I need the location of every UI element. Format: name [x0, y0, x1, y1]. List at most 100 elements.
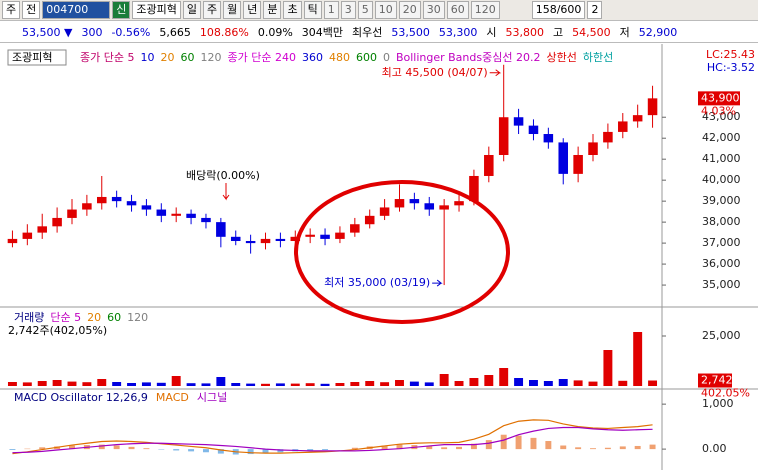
- info-item: 52,900: [638, 25, 678, 39]
- oscillator-bar: [470, 443, 477, 450]
- volume-bar: [290, 383, 300, 386]
- y-tick-label: 1,000: [702, 397, 734, 410]
- oscillator-bar: [202, 449, 209, 453]
- dividend-annotation: 배당락(0.00%): [186, 169, 260, 182]
- candle-body: [409, 199, 420, 204]
- y-tick-label: 36,000: [702, 257, 741, 270]
- candle-body: [528, 125, 539, 135]
- period-button[interactable]: 분: [263, 1, 282, 19]
- minute-button[interactable]: 1: [323, 1, 339, 19]
- panel-title: 조광피혁: [12, 51, 52, 64]
- legend-item: 상한선: [546, 51, 576, 64]
- info-bar: 53,500 ▼ 300 -0.56% 5,665 108.86% 0.09% 304백만 최…: [0, 22, 758, 43]
- volume-bar: [216, 377, 226, 386]
- extra[interactable]: 2: [587, 1, 603, 19]
- oscillator-bar: [217, 449, 224, 454]
- volume-bar: [350, 382, 360, 386]
- y-tick-label: 37,000: [702, 236, 741, 249]
- oscillator-bar: [441, 447, 448, 450]
- minute-button[interactable]: 3: [340, 1, 356, 19]
- minute-button[interactable]: 5: [357, 1, 373, 19]
- legend-item: 60: [107, 311, 121, 324]
- volume-bar: [82, 382, 92, 386]
- last-volume-box: [698, 373, 732, 388]
- oscillator-bar: [590, 448, 596, 450]
- period-button[interactable]: 틱: [303, 1, 322, 19]
- legend-item: 거래량: [14, 311, 44, 324]
- volume-bar: [484, 375, 494, 386]
- y-tick-label: 43,000: [702, 110, 741, 123]
- last-change-label: 4.03%: [701, 104, 736, 117]
- volume-bar: [469, 378, 479, 386]
- period-button[interactable]: 주: [202, 1, 222, 19]
- candle-body: [186, 213, 196, 218]
- minute-button[interactable]: 60: [446, 1, 469, 19]
- volume-bar: [558, 379, 568, 386]
- candle-body: [201, 217, 211, 223]
- minute-button[interactable]: 120: [470, 1, 500, 19]
- candle-body: [96, 196, 107, 204]
- legend-item: 480: [329, 51, 350, 64]
- stock-code[interactable]: 004700: [42, 1, 111, 19]
- oscillator-bar: [128, 446, 135, 450]
- oscillator-bar: [9, 449, 16, 451]
- chart-bg: [0, 44, 758, 470]
- stock-name[interactable]: 조광피혁: [132, 1, 181, 19]
- title-box: [7, 49, 67, 66]
- last-price-label: 43,900: [701, 91, 740, 104]
- oscillator-bar: [545, 441, 552, 450]
- volume-bar: [127, 383, 136, 386]
- badge[interactable]: 신: [112, 1, 131, 19]
- volume-bar: [648, 380, 658, 386]
- period-button[interactable]: 월: [223, 1, 242, 19]
- info-item: 시: [486, 26, 497, 39]
- minute-button[interactable]: 10: [374, 1, 397, 19]
- minute-button[interactable]: 30: [422, 1, 445, 19]
- oscillator-bar: [351, 447, 358, 450]
- high-annotation: 최고 45,500 (04/07): [382, 66, 488, 79]
- tool-button[interactable]: 주: [2, 1, 21, 19]
- info-item: 5,665: [159, 25, 191, 39]
- info-item: 53,500: [391, 25, 430, 39]
- legend-item: 시그널: [197, 391, 227, 404]
- period-button[interactable]: 일: [182, 1, 201, 19]
- last-volume-label: 2,742: [701, 374, 733, 387]
- info-item: 108.86%: [199, 25, 249, 39]
- low-annotation: 최저 35,000 (03/19): [324, 276, 430, 289]
- y-tick-label: 39,000: [702, 194, 741, 207]
- oscillator-bar: [143, 448, 150, 450]
- volume-bar: [22, 382, 32, 386]
- oscillator-bar: [426, 445, 433, 450]
- period-button[interactable]: 초: [283, 1, 302, 19]
- volume-bar: [141, 382, 151, 386]
- volume-bar: [335, 383, 345, 386]
- oscillator-bar: [173, 449, 180, 451]
- candle-body: [7, 238, 18, 244]
- oscillator-bar: [322, 449, 329, 451]
- oscillator-bar: [262, 449, 269, 454]
- macd-line: [12, 426, 653, 454]
- volume-bar: [603, 350, 613, 386]
- candle-body: [305, 234, 315, 237]
- y-tick-label: 25,000: [702, 329, 741, 342]
- oscillator-bar: [634, 445, 641, 450]
- tool-button[interactable]: 전: [22, 1, 41, 19]
- y-tick-label: 35,000: [702, 278, 741, 291]
- info-item: -0.56%: [111, 25, 151, 39]
- oscillator-bar: [396, 444, 403, 450]
- candle-body: [275, 238, 286, 242]
- oscillator-bar: [381, 445, 388, 450]
- candle-body: [424, 203, 435, 210]
- minute-button[interactable]: 20: [398, 1, 421, 19]
- legend-item: 종가 단순 240: [227, 51, 295, 64]
- candle-body: [394, 199, 405, 208]
- info-item: 53,500 ▼: [22, 25, 73, 39]
- period-button[interactable]: 년: [243, 1, 262, 19]
- low-arrow: [432, 279, 443, 287]
- legend-item: 하한선: [583, 50, 613, 64]
- candle-body: [632, 115, 643, 122]
- volume-bar: [231, 383, 241, 386]
- toolbar: 주 전 004700 신 조광피혁 일 주 월 년 분 초 틱 1 3 5 10 20 30 60 120 158/60…: [0, 0, 758, 21]
- lc-label: LC:25.43: [706, 48, 755, 61]
